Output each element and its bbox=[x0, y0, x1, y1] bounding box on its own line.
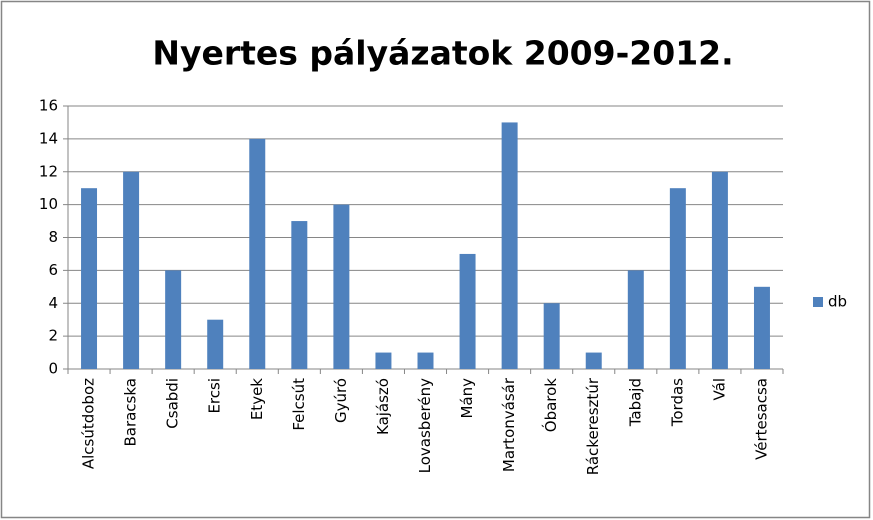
bar bbox=[291, 221, 308, 369]
y-tick-label: 16 bbox=[39, 97, 58, 115]
y-tick-label: 10 bbox=[39, 195, 58, 213]
bar bbox=[375, 352, 392, 369]
bar bbox=[417, 352, 434, 369]
bar bbox=[81, 188, 98, 369]
y-tick-label: 2 bbox=[48, 327, 58, 345]
bar bbox=[627, 270, 644, 369]
bar bbox=[165, 270, 182, 369]
bar bbox=[711, 171, 728, 369]
bar bbox=[333, 204, 350, 369]
x-tick-label: Tordas bbox=[668, 378, 686, 427]
bar bbox=[459, 253, 476, 369]
x-tick-label: Vértesacsa bbox=[752, 378, 770, 460]
y-tick-label: 0 bbox=[48, 360, 58, 378]
x-tick-label: Martonvásár bbox=[500, 377, 518, 472]
x-tick-label: Ráckeresztúr bbox=[584, 377, 602, 475]
bar bbox=[501, 122, 518, 369]
x-tick-label: Vál bbox=[710, 378, 728, 400]
x-tick-label: Gyúró bbox=[332, 378, 350, 423]
y-tick-label: 12 bbox=[39, 162, 58, 180]
x-tick-label: Óbarok bbox=[541, 378, 560, 433]
y-tick-label: 14 bbox=[39, 129, 58, 147]
x-tick-label: Felcsút bbox=[290, 378, 308, 431]
x-tick-label: Alcsútdoboz bbox=[80, 378, 98, 469]
legend-label: db bbox=[828, 293, 847, 311]
x-tick-label: Ercsi bbox=[206, 378, 224, 414]
x-tick-label: Baracska bbox=[122, 378, 140, 447]
y-tick-label: 8 bbox=[48, 228, 58, 246]
x-tick-label: Etyek bbox=[248, 378, 266, 420]
legend-swatch bbox=[813, 297, 823, 307]
bar bbox=[543, 303, 560, 369]
x-tick-label: Mány bbox=[458, 378, 476, 419]
bar bbox=[249, 138, 266, 369]
chart-title: Nyertes pályázatok 2009-2012. bbox=[152, 34, 733, 73]
bar bbox=[207, 319, 224, 369]
x-tick-label: Kajászó bbox=[374, 378, 392, 435]
x-tick-label: Csabdi bbox=[164, 378, 182, 429]
y-tick-label: 6 bbox=[48, 261, 58, 279]
bar bbox=[753, 286, 770, 369]
bar bbox=[585, 352, 602, 369]
x-tick-label: Tabajd bbox=[626, 378, 644, 427]
x-tick-label: Lovasberény bbox=[416, 378, 434, 473]
bar bbox=[123, 171, 140, 369]
y-tick-label: 4 bbox=[48, 294, 58, 312]
bar bbox=[669, 188, 686, 369]
